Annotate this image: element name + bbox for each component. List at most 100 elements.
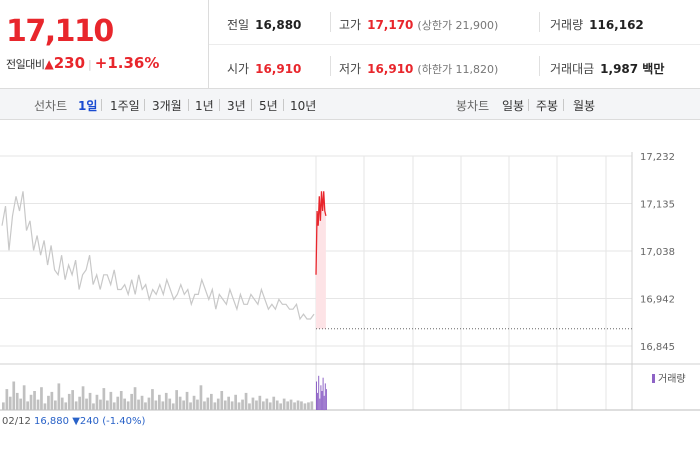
volume-bar-prev	[189, 402, 192, 410]
y-tick-label: 16,942	[640, 295, 675, 306]
tab-weekly-candle[interactable]: 주봉	[536, 99, 559, 113]
volume-bar-prev	[15, 392, 19, 410]
stat-open: 시가 16,910	[227, 60, 301, 77]
volume-bar-prev	[78, 396, 81, 410]
volume-legend: 거래량	[652, 373, 686, 385]
y-axis-ticks: 17,232 17,135 17,038 16,942 16,845	[640, 152, 675, 353]
stat-high: 고가 17,170 (상한가 21,900)	[339, 16, 498, 33]
volume-bar-prev	[137, 399, 140, 411]
volume-bar-prev	[147, 397, 151, 410]
volume-bar-prev	[130, 393, 133, 410]
down-arrow-icon: ▼	[72, 416, 80, 427]
volume-bar-prev	[241, 399, 244, 411]
stat-label: 시가	[227, 62, 250, 76]
volume-bar-prev	[95, 394, 99, 410]
volume-bar-prev	[175, 390, 178, 410]
volume-bar-prev	[2, 402, 5, 410]
volume-bar-prev	[126, 401, 130, 410]
tab-monthly-candle[interactable]: 월봉	[573, 99, 596, 113]
volume-bar-prev	[255, 400, 258, 410]
volume-bar-prev	[199, 385, 203, 410]
volume-bar-today	[323, 395, 325, 411]
tab-3years[interactable]: 3년	[227, 99, 246, 113]
volume-bar-today	[317, 392, 319, 410]
tab-separator	[144, 99, 145, 111]
volume-legend-swatch	[652, 374, 655, 383]
tab-1day[interactable]: 1일	[78, 99, 98, 113]
tab-separator	[101, 99, 102, 111]
volume-bar-prev	[40, 387, 43, 410]
volume-bar-prev	[227, 396, 230, 410]
volume-bar-prev	[88, 392, 92, 410]
volume-bar-prev	[33, 391, 36, 410]
volume-bar-prev	[282, 398, 286, 410]
stat-label: 저가	[339, 62, 362, 76]
tab-3months[interactable]: 3개월	[152, 99, 182, 113]
volume-bar-prev	[26, 401, 29, 410]
stat-value: 16,880	[255, 18, 302, 32]
volume-bar-prev	[216, 398, 220, 410]
volume-bar-prev	[92, 403, 95, 410]
tab-5years[interactable]: 5년	[259, 99, 278, 113]
tab-daily-candle[interactable]: 일봉	[502, 99, 525, 113]
stat-value: 116,162	[589, 18, 644, 32]
stat-label: 거래대금	[550, 62, 595, 76]
volume-bar-prev	[251, 397, 255, 410]
volume-bar-prev	[234, 394, 237, 410]
volume-bar-prev	[203, 401, 206, 410]
volume-bar-prev	[237, 402, 241, 410]
volume-bar-prev	[74, 401, 78, 410]
summary-date: 02/12	[2, 416, 31, 427]
volume-bar-prev	[289, 399, 293, 411]
volume-bar-prev	[123, 398, 126, 410]
prev-day-area	[1, 191, 315, 321]
candle-chart-label: 봉차트	[456, 99, 490, 113]
volume-bar-prev	[220, 391, 224, 410]
volume-bar-prev	[248, 403, 251, 410]
up-triangle-icon: ▲	[44, 57, 54, 71]
stat-volume: 거래량 116,162	[550, 16, 644, 33]
volume-bar-prev	[22, 385, 26, 410]
volume-bar-prev	[140, 395, 144, 411]
change-label: 전일대비	[6, 58, 45, 71]
volume-bar-prev	[47, 395, 50, 411]
volume-bar-prev	[112, 402, 116, 410]
stat-value: 17,170	[367, 18, 414, 32]
stats-separator	[330, 12, 331, 32]
volume-bar-prev	[258, 395, 262, 411]
y-tick-label: 17,232	[640, 152, 675, 163]
volume-bar-prev	[60, 397, 64, 410]
volume-bar-prev	[303, 403, 307, 410]
tab-10years[interactable]: 10년	[290, 99, 317, 113]
volume-bar-prev	[196, 399, 199, 411]
prev-day-line	[1, 191, 315, 321]
volume-bars	[2, 375, 327, 411]
volume-bar-prev	[161, 401, 165, 410]
stats-panel: 전일 16,880 고가 17,170 (상한가 21,900) 거래량 116,162…	[209, 0, 700, 88]
volume-bar-prev	[272, 396, 276, 410]
stat-trade-value: 거래대금 1,987 백만	[550, 60, 664, 77]
tab-1week[interactable]: 1주일	[110, 99, 140, 113]
volume-legend-label: 거래량	[658, 373, 686, 385]
stat-value: 16,910	[367, 62, 414, 76]
volume-bar-prev	[57, 383, 61, 410]
volume-bar-prev	[12, 381, 16, 410]
stat-limit: (상한가 21,900)	[417, 19, 499, 32]
volume-bar-prev	[109, 391, 113, 410]
stat-value: 1,987 백만	[600, 62, 665, 76]
volume-bar-prev	[154, 400, 158, 410]
quote-header: 17,110 전일대비▲230 | +1.36% 전일 16,880 고가 17,170…	[0, 0, 700, 89]
volume-bar-prev	[307, 402, 310, 410]
tab-1year[interactable]: 1년	[195, 99, 214, 113]
volume-bar-prev	[210, 393, 213, 410]
summary-change: 240	[79, 416, 99, 427]
volume-bar-prev	[185, 391, 189, 410]
volume-bar-prev	[5, 389, 9, 410]
volume-bar-today	[318, 375, 320, 410]
volume-bar-prev	[119, 391, 123, 410]
volume-bar-today	[319, 398, 321, 410]
stat-limit: (하한가 11,820)	[417, 63, 499, 76]
stats-separator	[539, 56, 540, 76]
tab-separator	[251, 99, 252, 111]
y-tick-label: 16,845	[640, 342, 675, 353]
